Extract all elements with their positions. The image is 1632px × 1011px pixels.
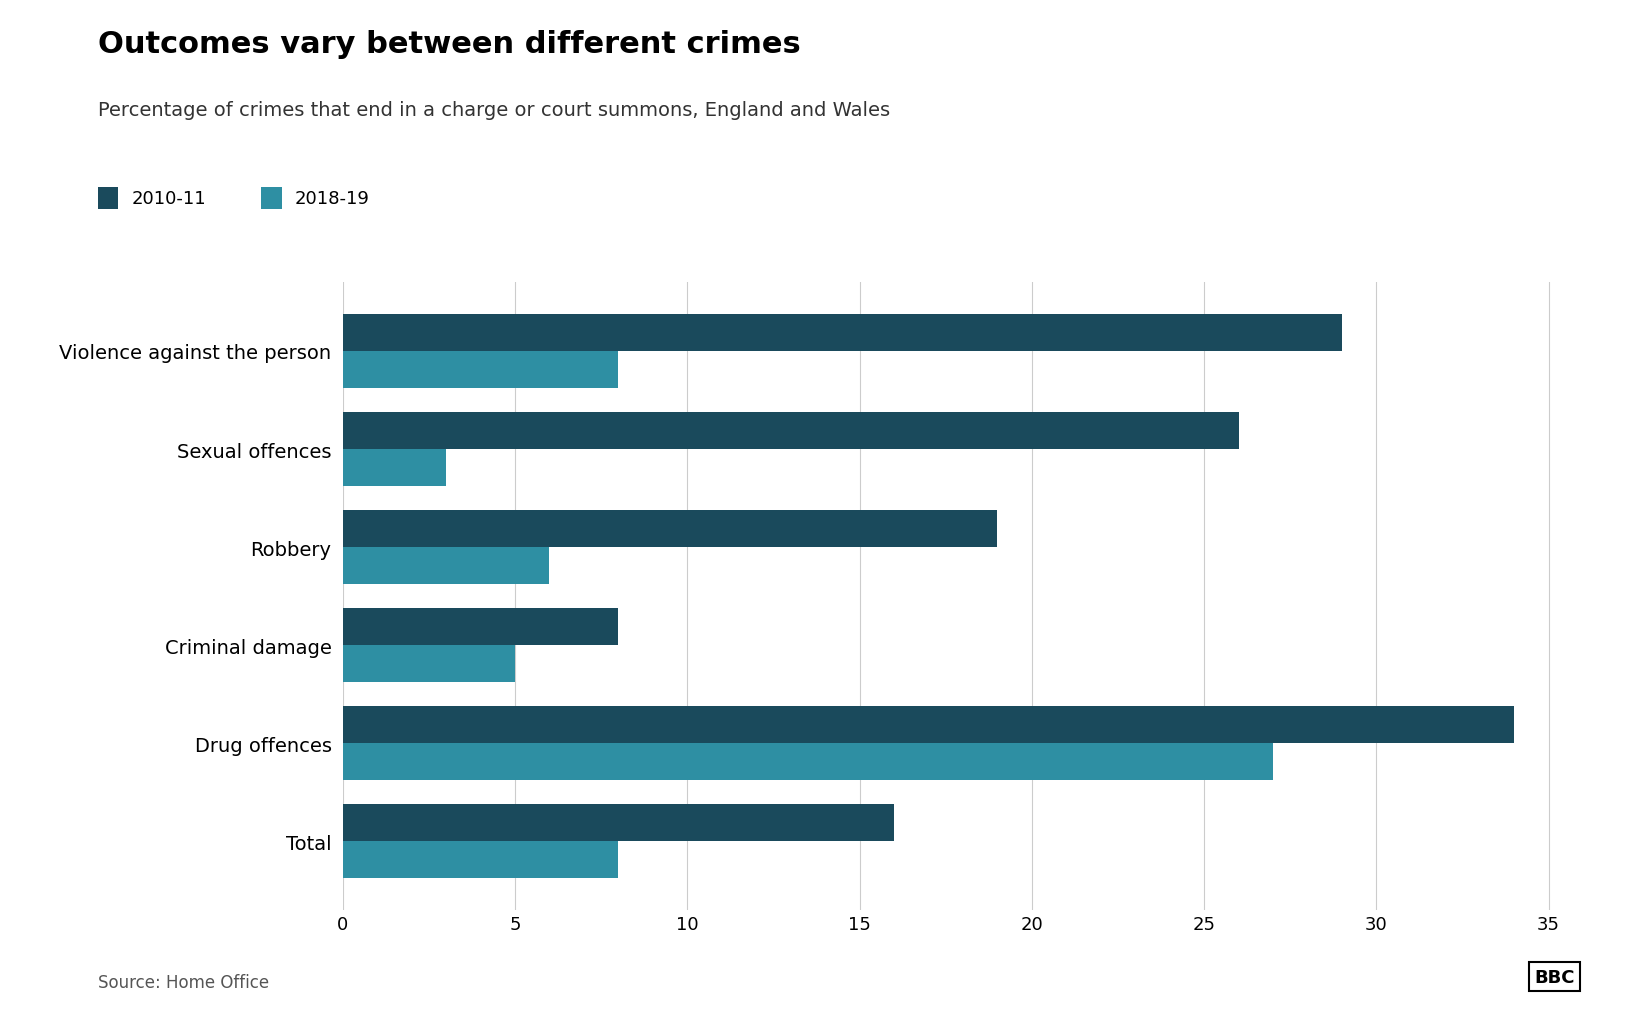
- Bar: [343, 511, 997, 548]
- Bar: [343, 548, 550, 584]
- Text: BBC: BBC: [1534, 968, 1575, 986]
- Bar: [343, 706, 1514, 743]
- Bar: [343, 609, 619, 645]
- Text: Outcomes vary between different crimes: Outcomes vary between different crimes: [98, 30, 801, 60]
- Bar: [343, 352, 619, 389]
- Bar: [343, 804, 894, 841]
- Bar: [343, 450, 446, 486]
- Text: Percentage of crimes that end in a charge or court summons, England and Wales: Percentage of crimes that end in a charg…: [98, 101, 889, 120]
- Bar: [343, 743, 1273, 780]
- Text: 2010-11: 2010-11: [132, 190, 206, 208]
- Text: Source: Home Office: Source: Home Office: [98, 973, 269, 991]
- Text: 2018-19: 2018-19: [295, 190, 369, 208]
- Bar: [343, 314, 1342, 352]
- Bar: [343, 841, 619, 879]
- Bar: [343, 645, 516, 682]
- Bar: [343, 412, 1239, 450]
